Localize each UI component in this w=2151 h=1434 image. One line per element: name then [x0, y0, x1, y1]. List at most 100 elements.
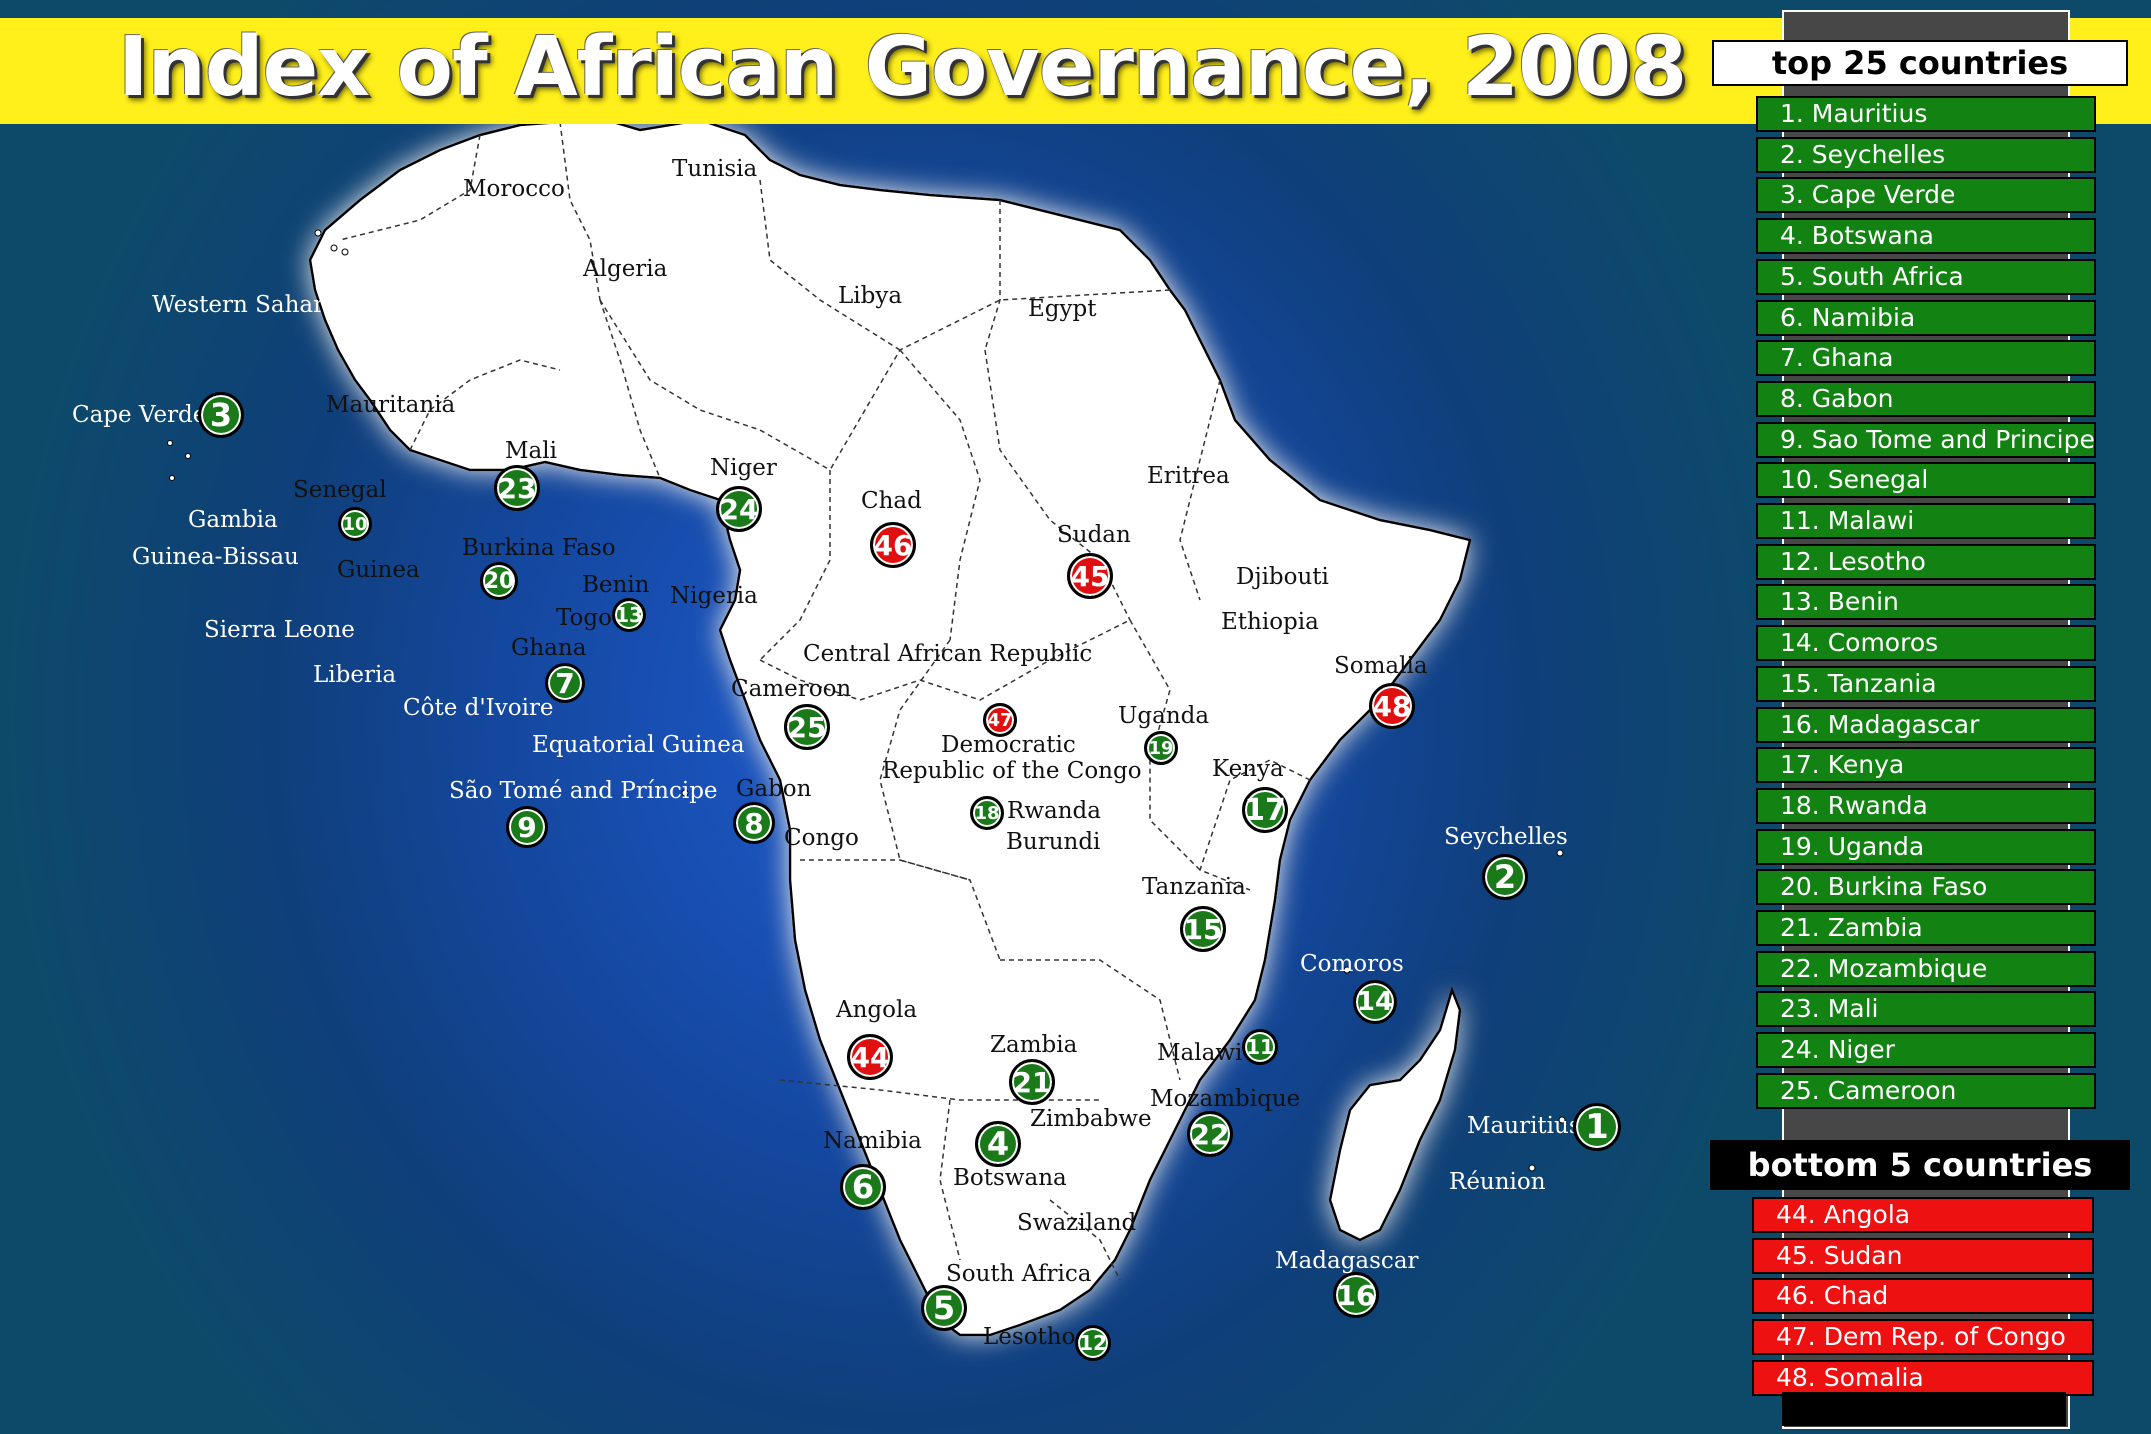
label-gambia: Gambia — [188, 507, 278, 533]
label-togo: Togo — [556, 605, 612, 631]
label-algeria: Algeria — [583, 256, 668, 282]
label-ghana: Ghana — [511, 635, 587, 661]
top-country-row: 11. Malawi — [1756, 503, 2096, 539]
top-country-row: 19. Uganda — [1756, 828, 2096, 865]
label-botswana: Botswana — [953, 1165, 1067, 1191]
marker-madagascar: 16 — [1333, 1272, 1379, 1318]
marker-cape-verde: 3 — [198, 392, 244, 438]
label-tunisia: Tunisia — [672, 156, 758, 182]
label-cameroon: Cameroon — [731, 676, 852, 702]
top-country-row: 16. Madagascar — [1756, 706, 2096, 743]
label-reunion: Réunion — [1449, 1169, 1546, 1195]
top-country-row: 14. Comoros — [1756, 625, 2096, 662]
marker-cameroon: 25 — [784, 704, 830, 750]
label-sudan: Sudan — [1057, 522, 1131, 548]
label-senegal: Senegal — [293, 477, 387, 503]
top-country-row: 18. Rwanda — [1756, 787, 2096, 824]
top-country-row: 10. Senegal — [1756, 462, 2096, 499]
label-benin: Benin — [582, 572, 650, 598]
label-zambia: Zambia — [990, 1032, 1078, 1058]
label-burkina-faso: Burkina Faso — [462, 535, 616, 561]
label-libya: Libya — [838, 283, 903, 309]
marker-namibia: 6 — [840, 1164, 886, 1210]
label-burundi: Burundi — [1006, 829, 1101, 855]
label-morocco: Morocco — [463, 176, 565, 202]
bottom-country-row: 47. Dem Rep. of Congo — [1752, 1319, 2094, 1356]
top-country-row: 1. Mauritius — [1756, 96, 2096, 132]
marker-comoros: 14 — [1353, 980, 1397, 1024]
top-country-row: 9. Sao Tome and Principe — [1756, 421, 2096, 458]
label-sao-tome: São Tomé and Príncipe — [449, 778, 718, 804]
label-seychelles: Seychelles — [1444, 824, 1568, 850]
label-central-african-republic: Central African Republic — [803, 641, 1093, 667]
top-country-row: 24. Niger — [1756, 1032, 2096, 1069]
marker-zambia: 21 — [1009, 1059, 1055, 1105]
label-mozambique: Mozambique — [1150, 1086, 1301, 1112]
top-country-row: 7. Ghana — [1756, 340, 2096, 377]
top-country-row: 6. Namibia — [1756, 299, 2096, 336]
bottom-5-header: bottom 5 countries — [1710, 1140, 2130, 1190]
label-nigeria: Nigeria — [670, 583, 758, 609]
label-uganda: Uganda — [1118, 703, 1210, 729]
marker-south-africa: 5 — [921, 1285, 967, 1331]
label-mauritius: Mauritius — [1467, 1113, 1581, 1139]
label-lesotho: Lesotho — [983, 1324, 1076, 1350]
bottom-country-row: 48. Somalia — [1752, 1359, 2094, 1396]
label-swaziland: Swaziland — [1017, 1210, 1137, 1236]
top-country-row: 5. South Africa — [1756, 258, 2096, 295]
top-country-row: 4. Botswana — [1756, 218, 2096, 255]
label-western-sahara: Western Sahara — [152, 292, 338, 318]
label-tanzania: Tanzania — [1142, 874, 1246, 900]
label-ethiopia: Ethiopia — [1221, 609, 1319, 635]
top-country-row: 22. Mozambique — [1756, 950, 2096, 987]
label-djibouti: Djibouti — [1236, 564, 1329, 590]
label-kenya: Kenya — [1212, 756, 1284, 782]
label-angola: Angola — [836, 997, 918, 1023]
label-rwanda: Rwanda — [1007, 798, 1101, 824]
marker-chad: 46 — [870, 522, 916, 568]
panel-footer — [1782, 1392, 2066, 1426]
label-chad: Chad — [861, 488, 922, 514]
page-title: Index of African Governance, 2008 — [118, 20, 1687, 115]
marker-seychelles: 2 — [1482, 854, 1528, 900]
label-egypt: Egypt — [1028, 296, 1097, 322]
marker-ghana: 7 — [545, 663, 585, 703]
marker-rwanda: 18 — [970, 796, 1004, 830]
label-malawi: Malawi — [1157, 1040, 1243, 1066]
top-country-row: 8. Gabon — [1756, 380, 2096, 417]
label-cape-verde: Cape Verde — [72, 402, 207, 428]
marker-gabon: 8 — [733, 802, 775, 844]
marker-burkina-faso: 20 — [480, 562, 518, 600]
label-drc-line1: Democratic — [941, 732, 1076, 758]
label-equatorial-guinea: Equatorial Guinea — [532, 732, 745, 758]
top-25-header: top 25 countries — [1712, 40, 2128, 86]
marker-angola: 44 — [847, 1034, 893, 1080]
label-namibia: Namibia — [823, 1128, 922, 1154]
marker-senegal: 10 — [338, 507, 372, 541]
marker-somalia: 48 — [1369, 683, 1415, 729]
label-somalia: Somalia — [1334, 653, 1428, 679]
marker-malawi: 11 — [1242, 1029, 1278, 1065]
label-cote-divoire: Côte d'Ivoire — [403, 695, 554, 721]
marker-sudan: 45 — [1067, 553, 1113, 599]
marker-tanzania: 15 — [1180, 906, 1226, 952]
label-madagascar: Madagascar — [1275, 1248, 1419, 1274]
top-country-row: 17. Kenya — [1756, 747, 2096, 784]
marker-uganda: 19 — [1144, 731, 1178, 765]
africa-continent — [308, 116, 1472, 1337]
label-sierra-leone: Sierra Leone — [204, 617, 355, 643]
top-country-row: 23. Mali — [1756, 991, 2096, 1028]
label-south-africa: South Africa — [946, 1261, 1092, 1287]
label-liberia: Liberia — [313, 662, 397, 688]
marker-mali: 23 — [494, 465, 540, 511]
marker-mauritius: 1 — [1573, 1103, 1621, 1151]
top-country-row: 25. Cameroon — [1756, 1072, 2096, 1109]
label-congo: Congo — [784, 825, 859, 851]
label-comoros: Comoros — [1300, 951, 1404, 977]
top-country-row: 21. Zambia — [1756, 910, 2096, 946]
marker-drc: 47 — [983, 703, 1017, 737]
bottom-country-row: 45. Sudan — [1752, 1237, 2094, 1274]
marker-mozambique: 22 — [1187, 1111, 1233, 1157]
marker-benin: 13 — [612, 598, 646, 632]
marker-lesotho: 12 — [1075, 1325, 1111, 1361]
